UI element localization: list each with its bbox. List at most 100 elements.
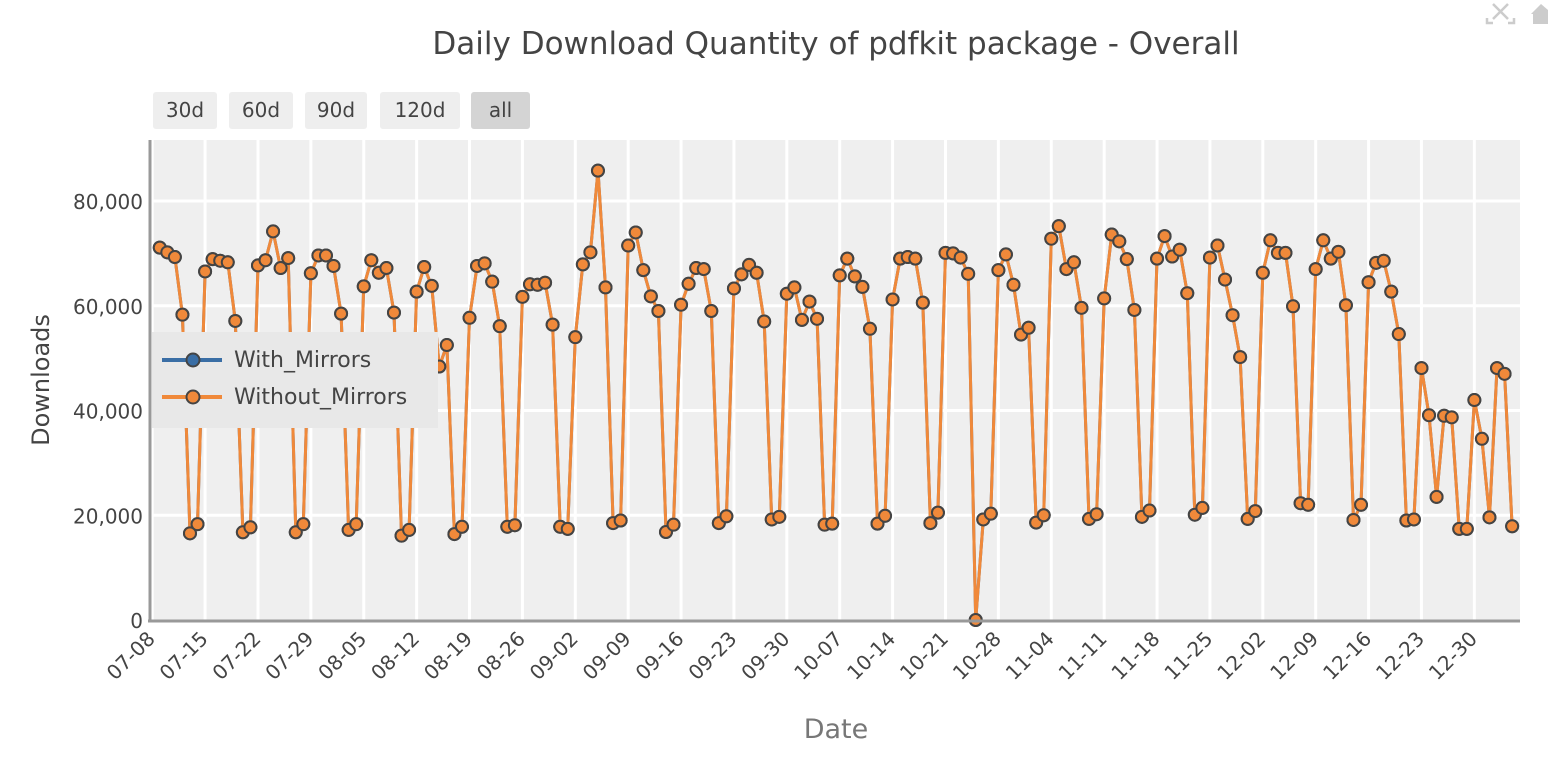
data-point[interactable]	[840, 251, 855, 266]
data-point[interactable]	[1150, 251, 1165, 266]
data-point[interactable]	[749, 265, 764, 280]
data-point[interactable]	[1225, 308, 1240, 323]
data-point[interactable]	[847, 269, 862, 284]
data-point[interactable]	[1180, 286, 1195, 301]
data-point[interactable]	[1127, 302, 1142, 317]
data-point[interactable]	[757, 314, 772, 329]
data-point[interactable]	[1354, 497, 1369, 512]
data-point[interactable]	[855, 279, 870, 294]
data-point[interactable]	[1119, 252, 1134, 267]
data-point[interactable]	[1233, 350, 1248, 365]
data-point[interactable]	[696, 262, 711, 277]
data-point[interactable]	[1384, 284, 1399, 299]
data-point[interactable]	[1474, 431, 1489, 446]
data-point[interactable]	[266, 224, 281, 239]
data-point[interactable]	[560, 521, 575, 536]
data-point[interactable]	[590, 163, 605, 178]
data-point[interactable]	[1089, 507, 1104, 522]
data-point[interactable]	[258, 253, 273, 268]
data-point[interactable]	[1195, 500, 1210, 515]
data-point[interactable]	[538, 275, 553, 290]
data-point[interactable]	[1036, 508, 1051, 523]
data-point[interactable]	[1301, 497, 1316, 512]
data-point[interactable]	[878, 508, 893, 523]
data-point[interactable]	[1459, 521, 1474, 536]
data-point[interactable]	[477, 256, 492, 271]
data-point[interactable]	[832, 268, 847, 283]
range-button-all[interactable]: all	[471, 92, 530, 129]
data-point[interactable]	[364, 253, 379, 268]
data-point[interactable]	[794, 312, 809, 327]
data-point[interactable]	[1361, 275, 1376, 290]
data-point[interactable]	[243, 520, 258, 535]
data-point[interactable]	[507, 518, 522, 533]
data-point[interactable]	[190, 517, 205, 532]
range-button-120d[interactable]: 120d	[380, 92, 460, 129]
data-point[interactable]	[198, 264, 213, 279]
data-point[interactable]	[409, 284, 424, 299]
data-point[interactable]	[908, 251, 923, 266]
data-point[interactable]	[885, 292, 900, 307]
data-point[interactable]	[575, 257, 590, 272]
data-point[interactable]	[1044, 231, 1059, 246]
data-point[interactable]	[1406, 512, 1421, 527]
data-point[interactable]	[1286, 299, 1301, 314]
data-point[interactable]	[303, 266, 318, 281]
data-point[interactable]	[961, 266, 976, 281]
data-point[interactable]	[983, 506, 998, 521]
data-point[interactable]	[666, 517, 681, 532]
data-point[interactable]	[998, 247, 1013, 262]
data-point[interactable]	[621, 238, 636, 253]
data-point[interactable]	[734, 267, 749, 282]
data-point[interactable]	[424, 278, 439, 293]
data-point[interactable]	[545, 317, 560, 332]
data-point[interactable]	[787, 280, 802, 295]
data-point[interactable]	[1346, 512, 1361, 527]
data-point[interactable]	[1112, 234, 1127, 249]
data-point[interactable]	[636, 263, 651, 278]
data-point[interactable]	[402, 522, 417, 537]
reset-axes-icon[interactable]	[1531, 4, 1548, 24]
data-point[interactable]	[1248, 504, 1263, 519]
data-point[interactable]	[598, 280, 613, 295]
data-point[interactable]	[1391, 327, 1406, 342]
data-point[interactable]	[1202, 250, 1217, 265]
data-point[interactable]	[1278, 245, 1293, 260]
data-point[interactable]	[1255, 265, 1270, 280]
data-point[interactable]	[1263, 233, 1278, 248]
data-point[interactable]	[485, 274, 500, 289]
data-point[interactable]	[1422, 408, 1437, 423]
data-point[interactable]	[515, 289, 530, 304]
data-point[interactable]	[704, 303, 719, 318]
data-point[interactable]	[326, 258, 341, 273]
data-point[interactable]	[1444, 410, 1459, 425]
data-point[interactable]	[273, 261, 288, 276]
range-button-30d[interactable]: 30d	[153, 92, 217, 129]
data-point[interactable]	[643, 289, 658, 304]
data-point[interactable]	[953, 250, 968, 265]
data-point[interactable]	[318, 248, 333, 263]
data-point[interactable]	[462, 310, 477, 325]
data-point[interactable]	[439, 338, 454, 353]
data-point[interactable]	[1467, 393, 1482, 408]
data-point[interactable]	[1172, 242, 1187, 257]
data-point[interactable]	[930, 505, 945, 520]
data-point[interactable]	[810, 311, 825, 326]
autoscale-icon[interactable]	[1485, 3, 1516, 25]
data-point[interactable]	[228, 313, 243, 328]
data-point[interactable]	[915, 295, 930, 310]
data-point[interactable]	[991, 263, 1006, 278]
data-point[interactable]	[1505, 519, 1520, 534]
data-point[interactable]	[1482, 510, 1497, 525]
data-point[interactable]	[175, 307, 190, 322]
legend-item-without-mirrors[interactable]: Without_Mirrors	[152, 381, 438, 417]
data-point[interactable]	[1429, 489, 1444, 504]
data-point[interactable]	[454, 519, 469, 534]
data-point[interactable]	[802, 294, 817, 309]
data-point[interactable]	[349, 517, 364, 532]
data-point[interactable]	[613, 513, 628, 528]
data-point[interactable]	[417, 260, 432, 275]
data-point[interactable]	[1218, 272, 1233, 287]
data-point[interactable]	[1376, 253, 1391, 268]
range-button-90d[interactable]: 90d	[305, 92, 367, 129]
